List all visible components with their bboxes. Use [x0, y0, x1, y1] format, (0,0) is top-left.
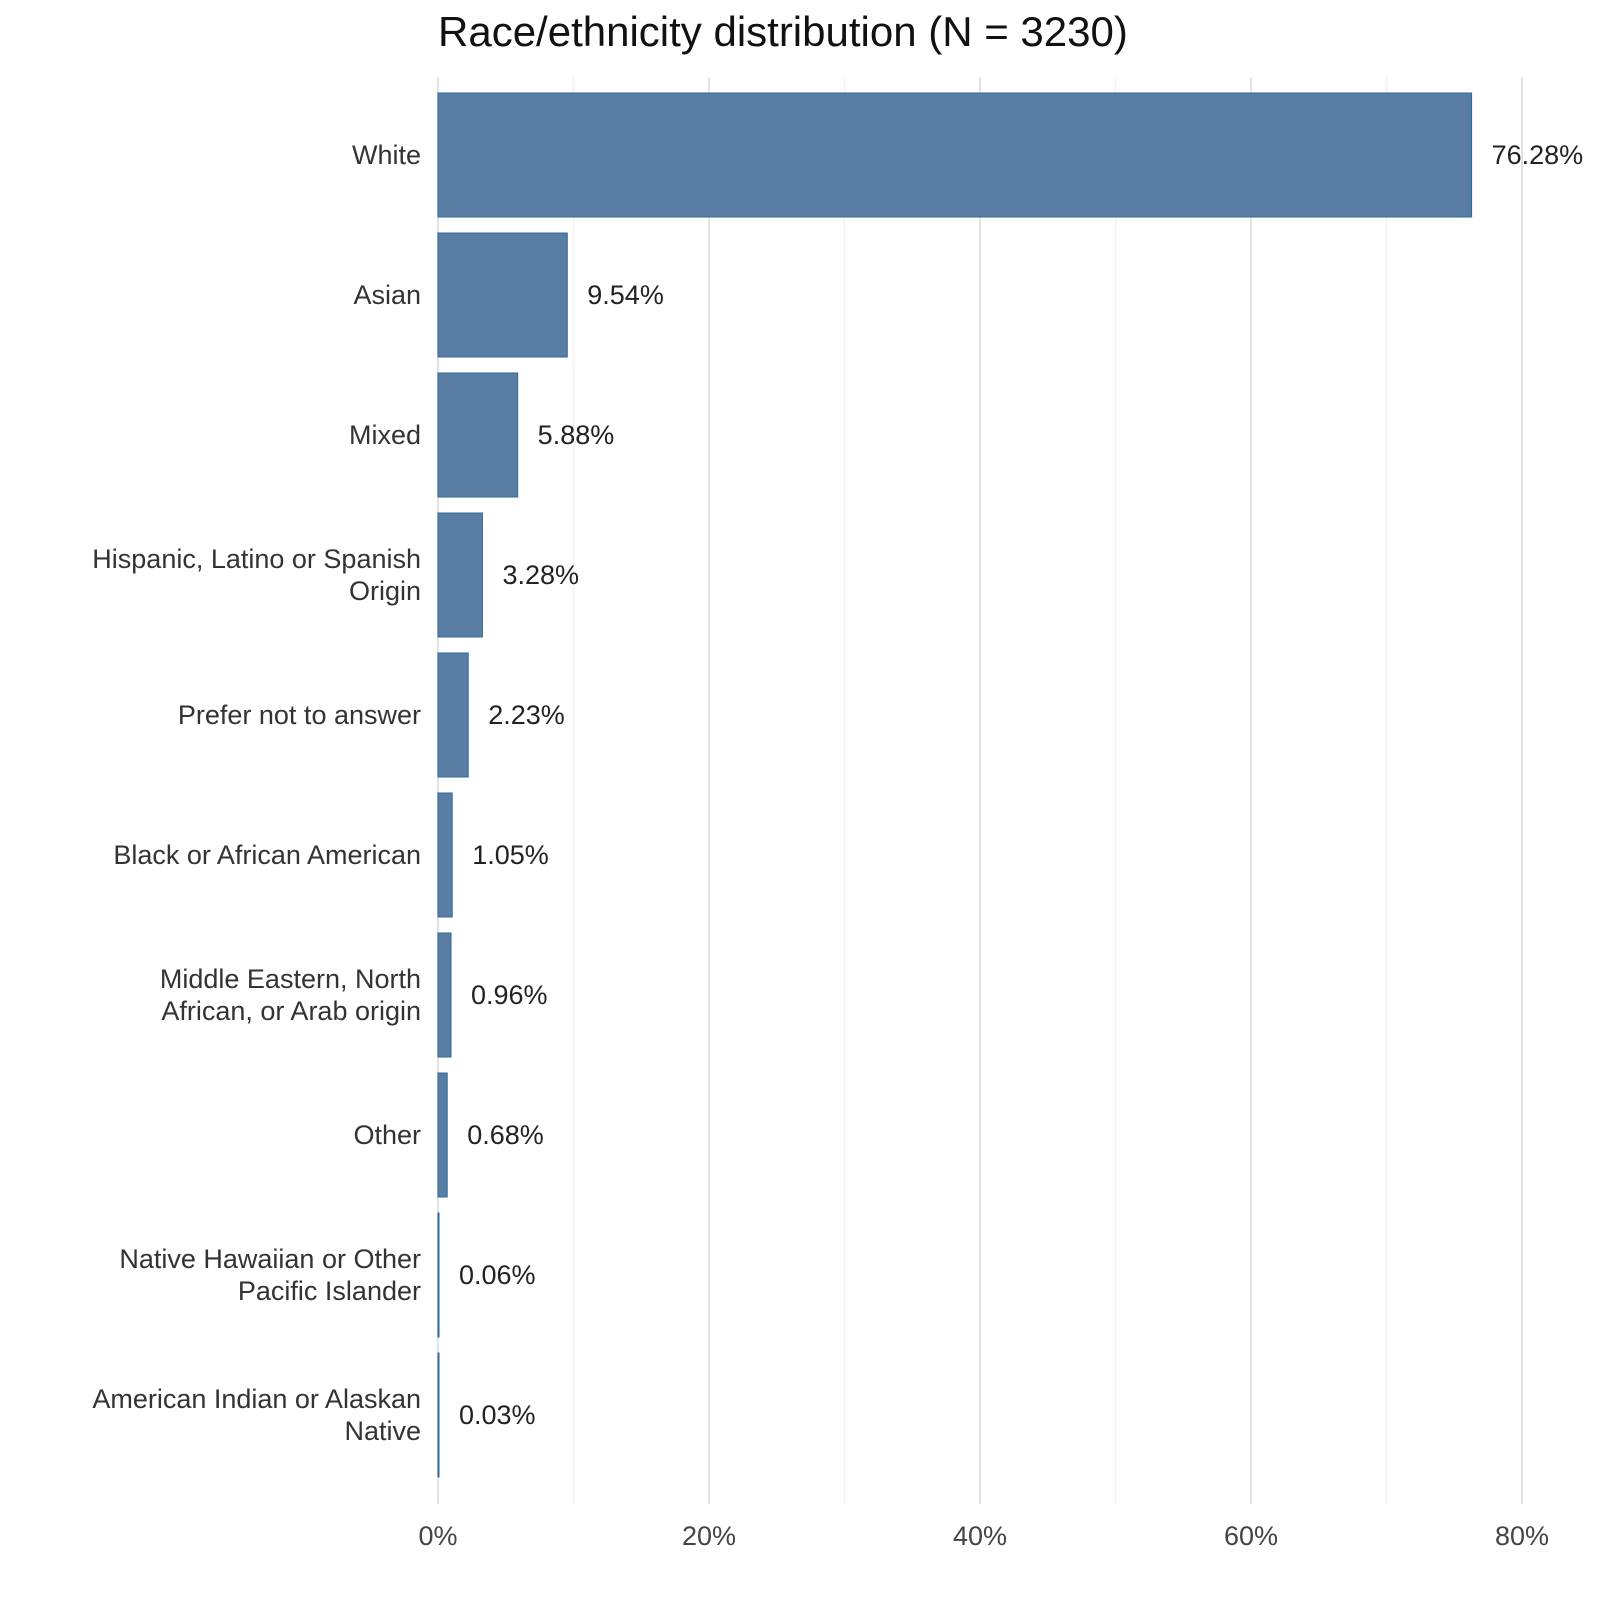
- x-tick-label: 60%: [1224, 1521, 1278, 1551]
- bar: [437, 1072, 448, 1198]
- category-label: Asian: [353, 280, 421, 310]
- value-label: 0.03%: [459, 1400, 536, 1430]
- x-tick-label: 40%: [953, 1521, 1007, 1551]
- value-label: 0.96%: [471, 980, 548, 1010]
- x-tick-label: 20%: [682, 1521, 736, 1551]
- bar: [437, 92, 1473, 218]
- value-label: 3.28%: [502, 560, 579, 590]
- bar: [437, 652, 469, 778]
- category-label: Middle Eastern, North: [160, 964, 421, 994]
- bar: [437, 372, 519, 498]
- category-label: Prefer not to answer: [178, 700, 421, 730]
- bar: [437, 792, 453, 918]
- category-label: Pacific Islander: [238, 1276, 421, 1306]
- category-label: African, or Arab origin: [161, 996, 421, 1026]
- x-axis-ticks: 0% 20% 40% 60% 80%: [418, 1521, 1549, 1551]
- value-label: 1.05%: [472, 840, 549, 870]
- bar: [437, 1352, 440, 1478]
- gridlines: [437, 77, 1523, 1504]
- value-label: 0.06%: [459, 1260, 536, 1290]
- category-label: White: [352, 140, 421, 170]
- category-label: Native Hawaiian or Other: [119, 1244, 421, 1274]
- value-label: 0.68%: [467, 1120, 544, 1150]
- value-label: 2.23%: [488, 700, 565, 730]
- x-tick-label: 80%: [1495, 1521, 1549, 1551]
- category-label: Hispanic, Latino or Spanish: [92, 544, 421, 574]
- category-labels: White Asian Mixed Hispanic, Latino or Spani…: [92, 140, 421, 1446]
- bars: [437, 92, 1473, 1478]
- category-label: Native: [344, 1416, 421, 1446]
- category-label: Black or African American: [113, 840, 421, 870]
- value-label: 9.54%: [587, 280, 664, 310]
- bar: [437, 932, 452, 1058]
- category-label: Origin: [349, 576, 421, 606]
- value-label: 76.28%: [1492, 140, 1584, 170]
- value-labels: 76.28% 9.54% 5.88% 3.28% 2.23% 1.05% 0.96% 0.68…: [459, 140, 1583, 1430]
- category-label: Mixed: [349, 420, 421, 450]
- category-label: Other: [353, 1120, 421, 1150]
- bar: [437, 232, 568, 358]
- bar: [437, 512, 483, 638]
- category-label: American Indian or Alaskan: [92, 1384, 421, 1414]
- x-tick-label: 0%: [418, 1521, 457, 1551]
- chart-title: Race/ethnicity distribution (N = 3230): [438, 8, 1128, 55]
- value-label: 5.88%: [538, 420, 615, 450]
- bar: [437, 1212, 440, 1338]
